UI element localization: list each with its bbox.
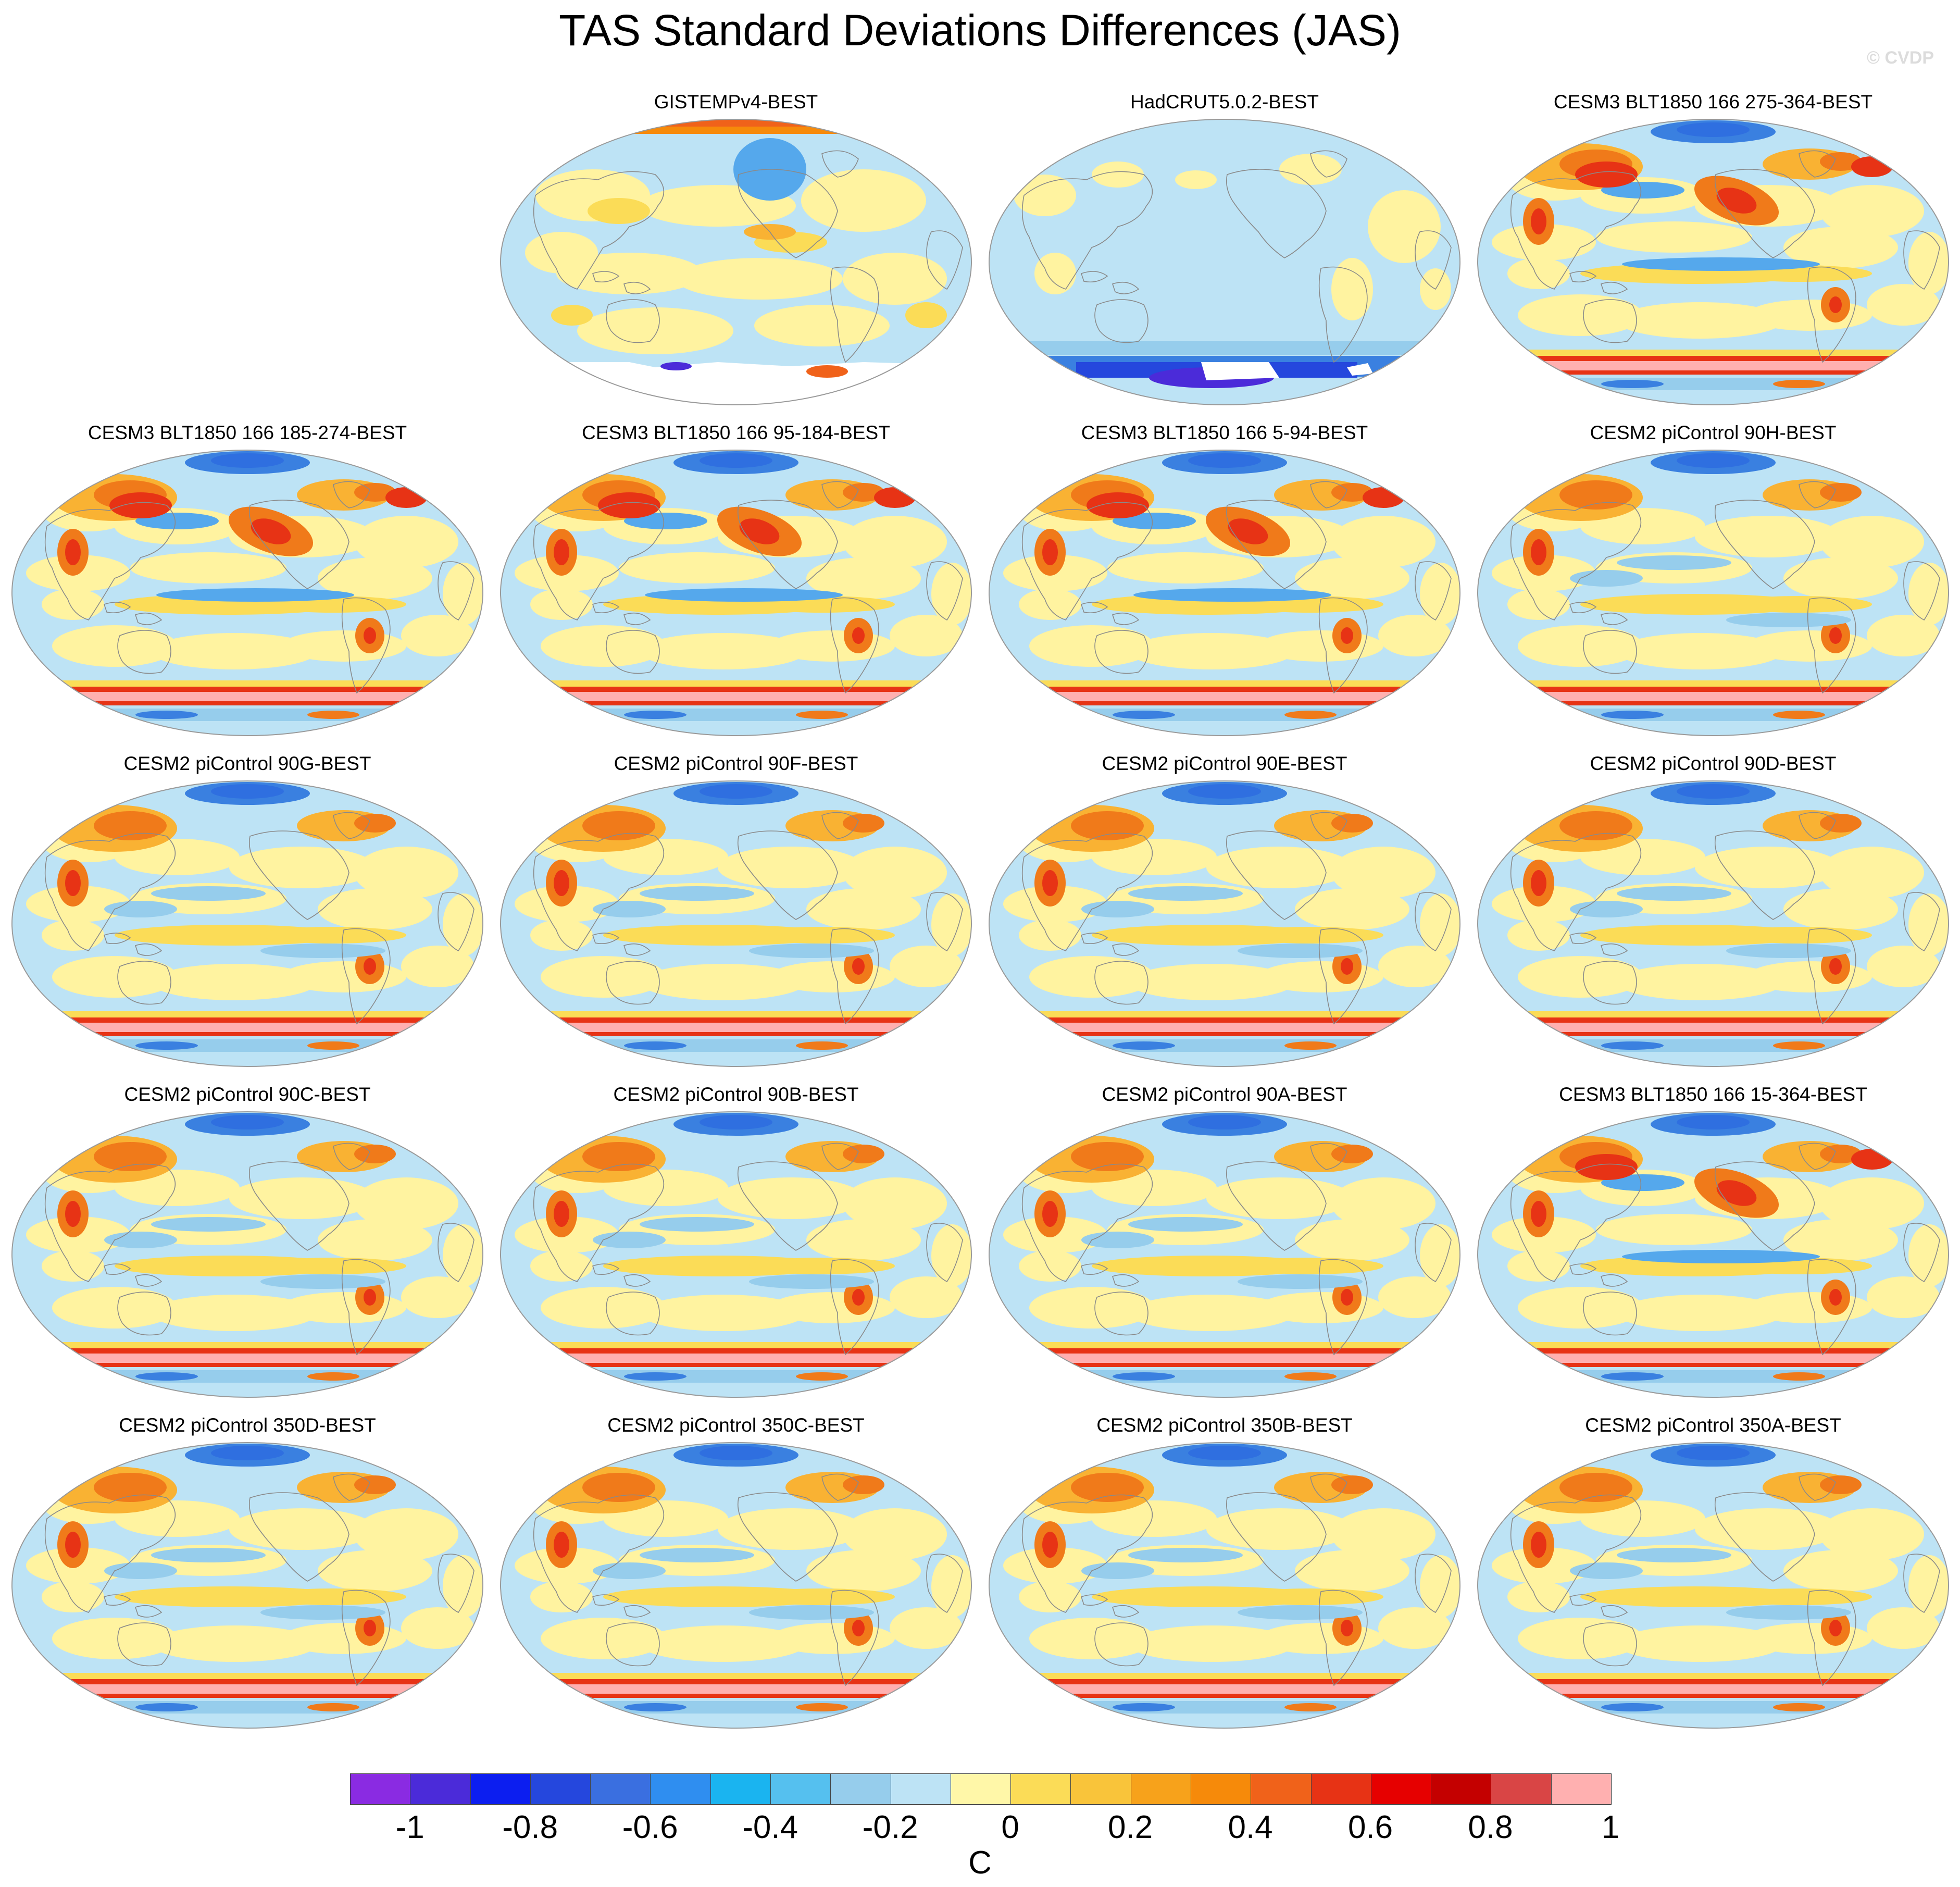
world-map [1477, 119, 1949, 405]
colorbar-swatch [1551, 1774, 1611, 1804]
panel-title: CESM3 BLT1850 166 275-364-BEST [1553, 91, 1873, 113]
panel-title: CESM2 piControl 90D-BEST [1590, 753, 1837, 774]
map-panel: CESM3 BLT1850 166 5-94-BEST [982, 422, 1467, 745]
colorbar-tick-label: 0.8 [1468, 1809, 1513, 1845]
colorbar-tick-label: 0.2 [1107, 1809, 1153, 1845]
world-map [989, 450, 1460, 736]
world-map [1477, 450, 1949, 736]
map-panel: GISTEMPv4-BEST [494, 91, 978, 414]
figure-title: TAS Standard Deviations Differences (JAS… [559, 6, 1401, 55]
colorbar-swatch [1071, 1774, 1131, 1804]
colorbar-swatch [470, 1774, 531, 1804]
panel-title: CESM2 piControl 350C-BEST [607, 1414, 865, 1436]
panel-title: HadCRUT5.0.2-BEST [1130, 91, 1319, 113]
map-panel: CESM2 piControl 90C-BEST [5, 1084, 490, 1407]
map-panel: CESM3 BLT1850 166 275-364-BEST [1471, 91, 1955, 414]
world-map [1477, 1111, 1949, 1398]
colorbar-swatch [1431, 1774, 1492, 1804]
panel-title: CESM2 piControl 90B-BEST [613, 1084, 859, 1105]
world-map [1477, 780, 1949, 1067]
panel-title: CESM3 BLT1850 166 5-94-BEST [1081, 422, 1368, 443]
panel-title: CESM2 piControl 350A-BEST [1585, 1414, 1841, 1436]
world-map [500, 1111, 972, 1398]
world-map [500, 780, 972, 1067]
world-map [11, 1111, 483, 1398]
world-map [500, 119, 972, 405]
watermark: © CVDP [1867, 48, 1934, 68]
colorbar-swatch [710, 1774, 771, 1804]
map-panel: CESM2 piControl 90G-BEST [5, 753, 490, 1076]
colorbar-swatch [951, 1774, 1012, 1804]
map-panel: CESM3 BLT1850 166 15-364-BEST [1471, 1084, 1955, 1407]
colorbar-tick-labels: -1 -0.8 -0.6 -0.4 -0.2 0 0.2 0.4 0.6 0.8 1 [350, 1809, 1620, 1845]
colorbar-swatch [530, 1774, 591, 1804]
map-panel: CESM2 piControl 90F-BEST [494, 753, 978, 1076]
world-map [989, 1111, 1460, 1398]
map-panel: CESM2 piControl 90B-BEST [494, 1084, 978, 1407]
colorbar-swatch [831, 1774, 891, 1804]
world-map [989, 119, 1460, 405]
map-panel: CESM2 piControl 90H-BEST [1471, 422, 1955, 745]
colorbar-swatch [410, 1774, 471, 1804]
world-map [11, 1442, 483, 1729]
colorbar-tick-label: 0.4 [1228, 1809, 1273, 1845]
map-panel: CESM2 piControl 350D-BEST [5, 1414, 490, 1737]
colorbar-tick-label: -1 [395, 1809, 425, 1845]
world-map [500, 1442, 972, 1729]
panel-title: CESM2 piControl 350B-BEST [1096, 1414, 1353, 1436]
map-panel: CESM2 piControl 90A-BEST [982, 1084, 1467, 1407]
panel-title: CESM2 piControl 90G-BEST [123, 753, 371, 774]
map-panel: CESM2 piControl 90D-BEST [1471, 753, 1955, 1076]
colorbar-swatch [591, 1774, 651, 1804]
panel-title: CESM3 BLT1850 166 15-364-BEST [1559, 1084, 1867, 1105]
colorbar-tick-label: -0.6 [622, 1809, 678, 1845]
panel-title: CESM2 piControl 90A-BEST [1102, 1084, 1347, 1105]
panel-title: CESM2 piControl 90C-BEST [124, 1084, 371, 1105]
colorbar-swatch [1251, 1774, 1312, 1804]
world-map [989, 1442, 1460, 1729]
map-panel: CESM2 piControl 90E-BEST [982, 753, 1467, 1076]
colorbar-swatch [1311, 1774, 1371, 1804]
map-panel: HadCRUT5.0.2-BEST [982, 91, 1467, 414]
map-panel: CESM2 piControl 350A-BEST [1471, 1414, 1955, 1737]
colorbar-tick-label: 0.6 [1347, 1809, 1393, 1845]
panel-title: CESM2 piControl 90E-BEST [1102, 753, 1347, 774]
panel-title: CESM2 piControl 350D-BEST [119, 1414, 376, 1436]
colorbar-swatch [651, 1774, 711, 1804]
map-panel: CESM2 piControl 350B-BEST [982, 1414, 1467, 1737]
colorbar-swatch [351, 1774, 411, 1804]
panel-title: CESM2 piControl 90H-BEST [1590, 422, 1837, 443]
colorbar-swatch [1491, 1774, 1552, 1804]
colorbar-tick-label: -0.2 [862, 1809, 918, 1845]
map-panel: CESM3 BLT1850 166 95-184-BEST [494, 422, 978, 745]
colorbar-swatch [770, 1774, 831, 1804]
colorbar-tick-label: 1 [1601, 1809, 1620, 1845]
map-panel: CESM3 BLT1850 166 185-274-BEST [5, 422, 490, 745]
world-map [1477, 1442, 1949, 1729]
map-panel: CESM2 piControl 350C-BEST [494, 1414, 978, 1737]
colorbar-swatch [1371, 1774, 1432, 1804]
colorbar-swatch [1131, 1774, 1191, 1804]
panel-title: CESM3 BLT1850 166 95-184-BEST [582, 422, 890, 443]
world-map [500, 450, 972, 736]
panel-title: CESM3 BLT1850 166 185-274-BEST [88, 422, 407, 443]
world-map [11, 450, 483, 736]
colorbar-swatch [1191, 1774, 1252, 1804]
world-map [989, 780, 1460, 1067]
world-map [11, 780, 483, 1067]
colorbar-unit-label: C [968, 1845, 992, 1881]
colorbar [350, 1773, 1612, 1805]
colorbar-swatch [1011, 1774, 1071, 1804]
panel-title: GISTEMPv4-BEST [654, 91, 818, 113]
colorbar-tick-label: 0 [1001, 1809, 1019, 1845]
colorbar-tick-label: -0.8 [502, 1809, 558, 1845]
colorbar-swatch [891, 1774, 951, 1804]
panel-title: CESM2 piControl 90F-BEST [614, 753, 858, 774]
colorbar-tick-label: -0.4 [742, 1809, 798, 1845]
